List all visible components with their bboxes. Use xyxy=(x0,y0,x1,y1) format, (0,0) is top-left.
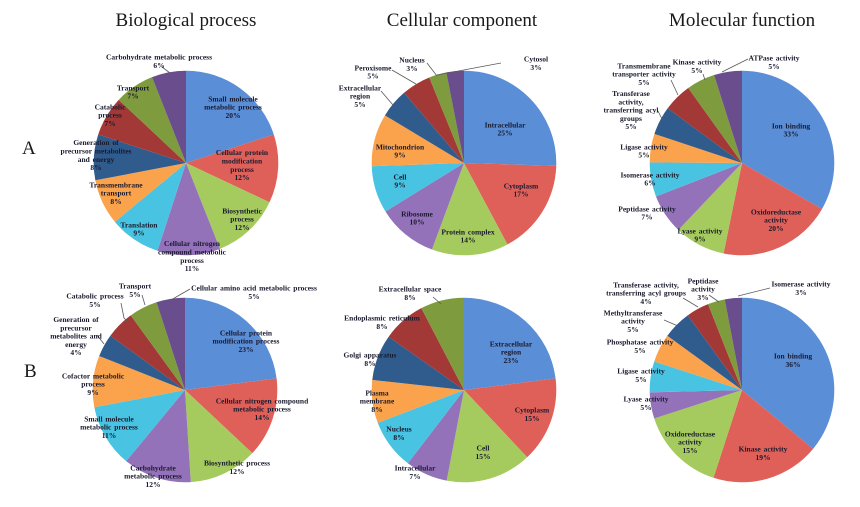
svg-text:A: A xyxy=(22,138,36,159)
svg-text:B: B xyxy=(24,361,37,382)
svg-text:Cellular amino acid metabolic: Cellular amino acid metabolic process 5% xyxy=(191,284,317,301)
svg-text:Transferase activity,transferr: Transferase activity, transferring acyl g… xyxy=(606,280,686,306)
svg-text:Molecular function: Molecular function xyxy=(669,10,816,31)
svg-text:Cellular component: Cellular component xyxy=(387,10,538,31)
svg-text:Carbohydrate metabolic process: Carbohydrate metabolic process 6% xyxy=(106,53,212,70)
svg-text:Biological process: Biological process xyxy=(116,10,257,31)
